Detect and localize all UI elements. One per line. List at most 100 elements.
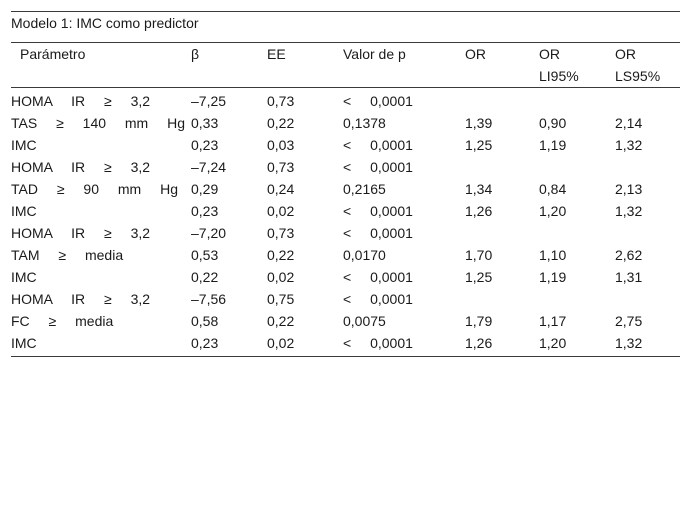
table-row: HOMA IR ≥ 3,2 –7,25 0,73 < 0,0001	[11, 88, 680, 113]
cell-or	[465, 156, 539, 178]
cell-or: 1,79	[465, 313, 493, 329]
cell-or-ls95: 1,31	[615, 269, 643, 285]
cell-or-ls95	[615, 222, 680, 244]
cell-ee: 0,22	[267, 115, 295, 131]
cell-or-ls95: 1,32	[615, 203, 643, 219]
cell-beta: –7,24	[191, 159, 227, 175]
cell-or-li95: 1,20	[539, 332, 615, 357]
results-table: Modelo 1: IMC como predictor Parámetro β…	[11, 11, 681, 357]
cell-or-li95: 1,17	[539, 313, 567, 329]
cell-valor-de-p: < 0,0001	[343, 203, 413, 219]
cell-or-li95: 1,20	[539, 203, 567, 219]
cell-or: 1,26	[465, 203, 493, 219]
cell-ee: 0,02	[267, 203, 295, 219]
cell-beta: 0,23	[191, 137, 219, 153]
table-row: TAD ≥ 90 mm Hg 0,29 0,24 0,2165 1,34 0,84 2,13	[11, 178, 680, 200]
cell-ee: 0,02	[267, 332, 343, 357]
cell-parametro: FC ≥ media	[11, 313, 114, 329]
header-or-ls95: OR LS95%	[615, 42, 681, 88]
cell-or	[465, 222, 539, 244]
cell-valor-de-p: 0,0170	[343, 247, 386, 263]
cell-or-ls95	[615, 156, 680, 178]
cell-or-ls95	[615, 88, 680, 113]
cell-or: 1,39	[465, 115, 493, 131]
table-header-row: Parámetro β EE Valor de p OR OR LI95% OR…	[11, 42, 681, 88]
cell-valor-de-p: < 0,0001	[343, 332, 465, 357]
cell-or-ls95: 2,75	[615, 313, 643, 329]
cell-beta: 0,22	[191, 269, 219, 285]
table-row: HOMA IR ≥ 3,2 –7,56 0,75 < 0,0001	[11, 288, 680, 310]
cell-parametro: HOMA IR ≥ 3,2	[11, 291, 151, 307]
cell-or-li95	[539, 222, 615, 244]
cell-parametro: HOMA IR ≥ 3,2	[11, 225, 151, 241]
cell-valor-de-p: 0,2165	[343, 181, 386, 197]
table-body: HOMA IR ≥ 3,2 –7,25 0,73 < 0,0001 TAS ≥ 140 …	[11, 88, 681, 357]
table-row: HOMA IR ≥ 3,2 –7,20 0,73 < 0,0001	[11, 222, 680, 244]
cell-or-li95	[539, 88, 615, 113]
table-row: IMC 0,23 0,02 < 0,0001 1,26 1,20 1,32	[11, 200, 680, 222]
cell-parametro: TAS ≥ 140 mm Hg	[11, 115, 186, 131]
cell-parametro: IMC	[11, 269, 37, 285]
cell-or: 1,26	[465, 332, 539, 357]
cell-parametro: TAM ≥ media	[11, 247, 124, 263]
cell-beta: 0,23	[191, 332, 267, 357]
cell-parametro: IMC	[11, 203, 37, 219]
cell-or-ls95: 2,62	[615, 247, 643, 263]
cell-ee: 0,02	[267, 269, 295, 285]
cell-or-ls95: 2,13	[615, 181, 643, 197]
cell-valor-de-p: 0,0075	[343, 313, 386, 329]
cell-parametro: HOMA IR ≥ 3,2	[11, 93, 151, 109]
cell-or: 1,34	[465, 181, 493, 197]
cell-or	[465, 88, 539, 113]
cell-or-ls95: 2,14	[615, 115, 643, 131]
cell-ee: 0,03	[267, 137, 295, 153]
cell-ee: 0,73	[267, 159, 295, 175]
header-or: OR	[465, 42, 539, 88]
cell-or-li95	[539, 156, 615, 178]
table-row: FC ≥ media 0,58 0,22 0,0075 1,79 1,17 2,75	[11, 310, 680, 332]
table-caption: Modelo 1: IMC como predictor	[11, 11, 681, 43]
cell-beta: 0,33	[191, 115, 219, 131]
cell-valor-de-p: < 0,0001	[343, 225, 413, 241]
cell-beta: –7,56	[191, 291, 227, 307]
cell-valor-de-p: 0,1378	[343, 115, 386, 131]
cell-or-li95: 1,19	[539, 269, 567, 285]
cell-beta: –7,25	[191, 93, 227, 109]
header-beta: β	[191, 42, 267, 88]
cell-ee: 0,22	[267, 313, 295, 329]
cell-beta: 0,53	[191, 247, 219, 263]
cell-or-li95: 1,19	[539, 137, 567, 153]
cell-or-li95: 0,90	[539, 115, 567, 131]
cell-valor-de-p: < 0,0001	[343, 93, 413, 109]
cell-or-ls95: 1,32	[615, 332, 681, 357]
cell-beta: 0,58	[191, 313, 219, 329]
table-row: TAM ≥ media 0,53 0,22 0,0170 1,70 1,10 2,62	[11, 244, 680, 266]
cell-ee: 0,22	[267, 247, 295, 263]
header-or-li95: OR LI95%	[539, 42, 615, 88]
cell-or-ls95	[615, 288, 680, 310]
cell-beta: –7,20	[191, 225, 227, 241]
cell-parametro: IMC	[11, 332, 191, 357]
cell-or: 1,70	[465, 247, 493, 263]
cell-ee: 0,73	[267, 225, 295, 241]
header-parametro: Parámetro	[11, 42, 191, 88]
cell-or-li95	[539, 288, 615, 310]
cell-or-li95: 0,84	[539, 181, 567, 197]
cell-or	[465, 288, 539, 310]
cell-parametro: IMC	[11, 137, 37, 153]
cell-valor-de-p: < 0,0001	[343, 137, 413, 153]
cell-ee: 0,75	[267, 291, 295, 307]
cell-valor-de-p: < 0,0001	[343, 269, 413, 285]
table-row: IMC 0,23 0,03 < 0,0001 1,25 1,19 1,32	[11, 134, 680, 156]
cell-or: 1,25	[465, 137, 493, 153]
table-row: HOMA IR ≥ 3,2 –7,24 0,73 < 0,0001	[11, 156, 680, 178]
cell-or: 1,25	[465, 269, 493, 285]
cell-parametro: HOMA IR ≥ 3,2	[11, 159, 151, 175]
cell-beta: 0,23	[191, 203, 219, 219]
cell-valor-de-p: < 0,0001	[343, 291, 413, 307]
cell-beta: 0,29	[191, 181, 219, 197]
table-row: IMC 0,22 0,02 < 0,0001 1,25 1,19 1,31	[11, 266, 680, 288]
cell-or-li95: 1,10	[539, 247, 567, 263]
cell-ee: 0,24	[267, 181, 295, 197]
